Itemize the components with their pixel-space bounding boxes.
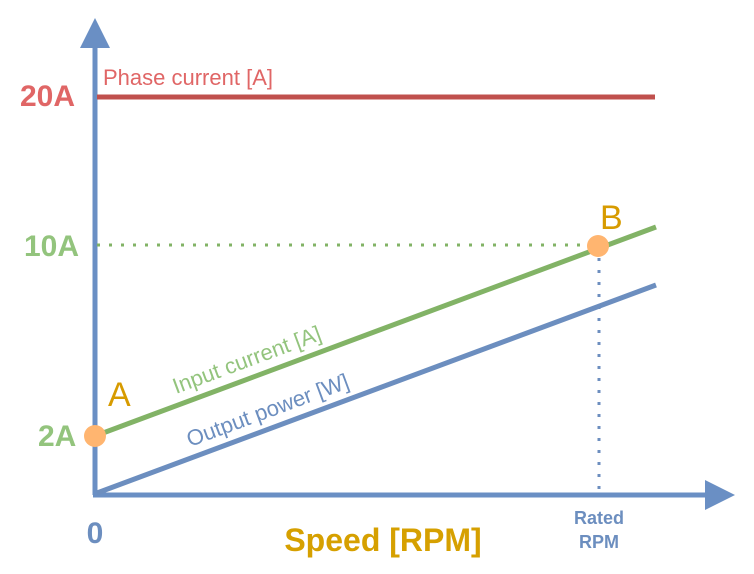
- point-a-label: A: [108, 376, 131, 414]
- y-tick-2a: 2A: [38, 420, 76, 453]
- y-tick-20a: 20A: [20, 80, 75, 113]
- input-current-line: [94, 224, 657, 439]
- output-power-line: [96, 282, 657, 496]
- phase-current-label: Phase current [A]: [103, 65, 273, 90]
- rated-rpm-label-line1: Rated: [574, 508, 624, 528]
- x-axis-arrowhead: [705, 480, 735, 510]
- x-axis-label: Speed [RPM]: [284, 522, 481, 558]
- point-b-label: B: [600, 199, 623, 237]
- point-a-marker: [84, 425, 106, 447]
- point-b-marker: [587, 235, 609, 257]
- y-axis-arrowhead: [80, 18, 110, 48]
- origin-label: 0: [87, 517, 104, 550]
- y-tick-10a: 10A: [24, 230, 79, 263]
- rated-rpm-label-line2: RPM: [579, 532, 619, 552]
